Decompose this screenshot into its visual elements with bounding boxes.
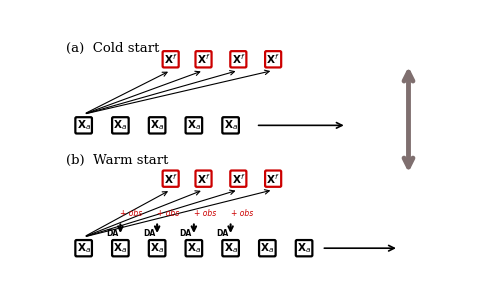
Text: $\mathbf{X}^f$: $\mathbf{X}^f$: [164, 52, 178, 66]
Text: DA: DA: [180, 229, 192, 237]
Text: $\mathbf{X}_a$: $\mathbf{X}_a$: [150, 241, 164, 255]
Text: (b)  Warm start: (b) Warm start: [66, 154, 169, 167]
Text: $\mathbf{X}^f$: $\mathbf{X}^f$: [266, 52, 280, 66]
Text: DA: DA: [143, 229, 155, 237]
Text: $\mathbf{X}_a$: $\mathbf{X}_a$: [224, 241, 238, 255]
Text: $\mathbf{X}^f$: $\mathbf{X}^f$: [266, 172, 280, 185]
Text: $\mathbf{X}_a$: $\mathbf{X}_a$: [260, 241, 274, 255]
Text: $\mathbf{X}_a$: $\mathbf{X}_a$: [113, 241, 127, 255]
Text: + obs: + obs: [231, 209, 253, 218]
Text: $\mathbf{X}_a$: $\mathbf{X}_a$: [187, 119, 201, 132]
Text: + obs: + obs: [120, 209, 143, 218]
Text: $\mathbf{X}^f$: $\mathbf{X}^f$: [197, 52, 210, 66]
Text: $\mathbf{X}_a$: $\mathbf{X}_a$: [77, 241, 91, 255]
Text: $\mathbf{X}_a$: $\mathbf{X}_a$: [113, 119, 127, 132]
Text: $\mathbf{X}_a$: $\mathbf{X}_a$: [77, 119, 91, 132]
Text: (a)  Cold start: (a) Cold start: [66, 42, 160, 55]
Text: + obs: + obs: [157, 209, 179, 218]
Text: $\mathbf{X}_a$: $\mathbf{X}_a$: [297, 241, 311, 255]
Text: DA: DA: [106, 229, 118, 237]
Text: $\mathbf{X}^f$: $\mathbf{X}^f$: [197, 172, 210, 185]
Text: $\mathbf{X}_a$: $\mathbf{X}_a$: [187, 241, 201, 255]
Text: $\mathbf{X}_a$: $\mathbf{X}_a$: [150, 119, 164, 132]
Text: + obs: + obs: [194, 209, 216, 218]
Text: $\mathbf{X}^f$: $\mathbf{X}^f$: [164, 172, 178, 185]
Text: $\mathbf{X}_a$: $\mathbf{X}_a$: [224, 119, 238, 132]
Text: DA: DA: [217, 229, 229, 237]
Text: $\mathbf{X}^f$: $\mathbf{X}^f$: [232, 52, 245, 66]
Text: $\mathbf{X}^f$: $\mathbf{X}^f$: [232, 172, 245, 185]
